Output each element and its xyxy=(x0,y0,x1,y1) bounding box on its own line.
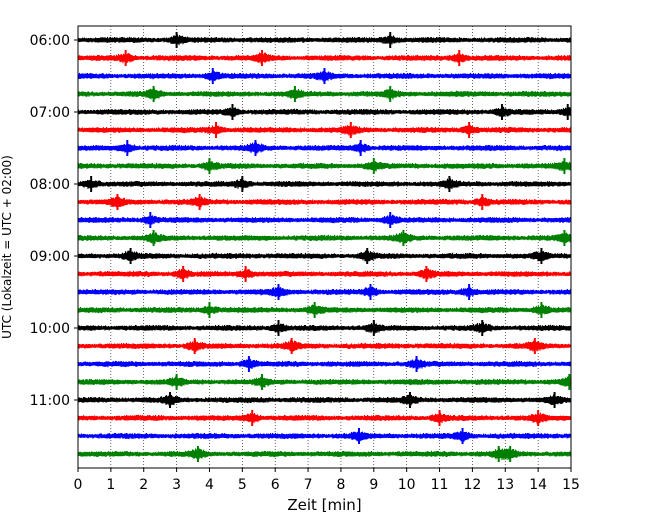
y-axis-label: UTC (Lokalzeit = UTC + 02:00) xyxy=(0,155,14,339)
y-axis-ticks: 06:00 07:00 08:00 09:00 10:00 11:00 xyxy=(30,33,78,409)
trace-line xyxy=(77,51,572,64)
trace-line xyxy=(77,124,572,136)
trace-line xyxy=(77,161,572,172)
x-tick-label: 4 xyxy=(205,477,214,493)
trace-row-1130 xyxy=(77,428,572,444)
trace-row-1030 xyxy=(77,356,572,372)
x-tick-label: 11 xyxy=(431,477,449,493)
trace-line xyxy=(77,214,572,226)
trace-row-0600 xyxy=(77,32,572,48)
trace-row-0815 xyxy=(77,194,572,210)
x-tick-label: 13 xyxy=(496,477,514,493)
trace-row-0730 xyxy=(77,140,572,156)
trace-row-1100 xyxy=(77,392,572,408)
trace-row-0645 xyxy=(77,86,572,102)
x-tick-label: 2 xyxy=(139,477,148,493)
x-tick-label: 10 xyxy=(398,477,416,493)
x-tick-label: 14 xyxy=(529,477,547,493)
trace-row-0700 xyxy=(77,104,572,120)
trace-line xyxy=(77,142,572,154)
trace-line xyxy=(77,430,572,442)
trace-line xyxy=(77,393,572,406)
trace-row-0630 xyxy=(77,68,572,84)
trace-line xyxy=(77,178,572,190)
x-tick-label: 3 xyxy=(172,477,181,493)
trace-row-0845 xyxy=(77,230,572,246)
x-tick-label: 1 xyxy=(106,477,115,493)
trace-row-0915 xyxy=(77,266,572,282)
x-tick-label: 6 xyxy=(271,477,280,493)
trace-line xyxy=(77,232,572,244)
x-axis-ticks: 0 1 2 3 4 5 6 7 8 9 10 11 12 13 14 15 xyxy=(74,468,580,493)
y-tick-label: 09:00 xyxy=(30,249,70,265)
y-tick-label: 11:00 xyxy=(30,393,70,409)
x-tick-label: 9 xyxy=(369,477,378,493)
x-axis-label: Zeit [min] xyxy=(287,496,361,514)
y-tick-label: 06:00 xyxy=(30,33,70,49)
trace-line xyxy=(77,268,572,280)
trace-line xyxy=(77,322,572,334)
trace-line xyxy=(77,304,572,316)
trace-line xyxy=(77,286,572,298)
trace-row-1000 xyxy=(77,320,572,336)
trace-line xyxy=(77,376,572,388)
trace-row-0615 xyxy=(77,50,572,66)
trace-line xyxy=(77,88,572,100)
x-tick-label: 7 xyxy=(304,477,313,493)
trace-row-1045 xyxy=(77,374,572,390)
y-tick-label: 08:00 xyxy=(30,177,70,193)
trace-line xyxy=(77,106,572,117)
y-tick-label: 10:00 xyxy=(30,321,70,337)
trace-row-0945 xyxy=(77,302,572,318)
x-tick-label: 0 xyxy=(74,477,83,493)
trace-line xyxy=(77,195,572,209)
trace-line xyxy=(77,249,572,262)
trace-row-1145 xyxy=(77,446,572,462)
trace-line xyxy=(77,412,572,424)
trace-row-0900 xyxy=(77,248,572,264)
trace-line xyxy=(77,340,572,352)
trace-row-0800 xyxy=(77,176,572,192)
y-tick-label: 07:00 xyxy=(30,105,70,121)
trace-line xyxy=(77,358,572,370)
x-tick-label: 12 xyxy=(463,477,481,493)
trace-row-1015 xyxy=(77,338,572,354)
seismogram-traces xyxy=(77,32,572,462)
x-tick-label: 5 xyxy=(238,477,247,493)
trace-row-0715 xyxy=(77,122,572,138)
trace-row-0745 xyxy=(77,158,572,174)
trace-line xyxy=(77,34,572,46)
trace-row-1115 xyxy=(77,410,572,426)
trace-row-0830 xyxy=(77,212,572,228)
trace-line xyxy=(77,448,572,461)
x-tick-label: 15 xyxy=(562,477,580,493)
plot-frame xyxy=(77,25,572,469)
x-tick-label: 8 xyxy=(336,477,345,493)
trace-row-0930 xyxy=(77,284,572,300)
